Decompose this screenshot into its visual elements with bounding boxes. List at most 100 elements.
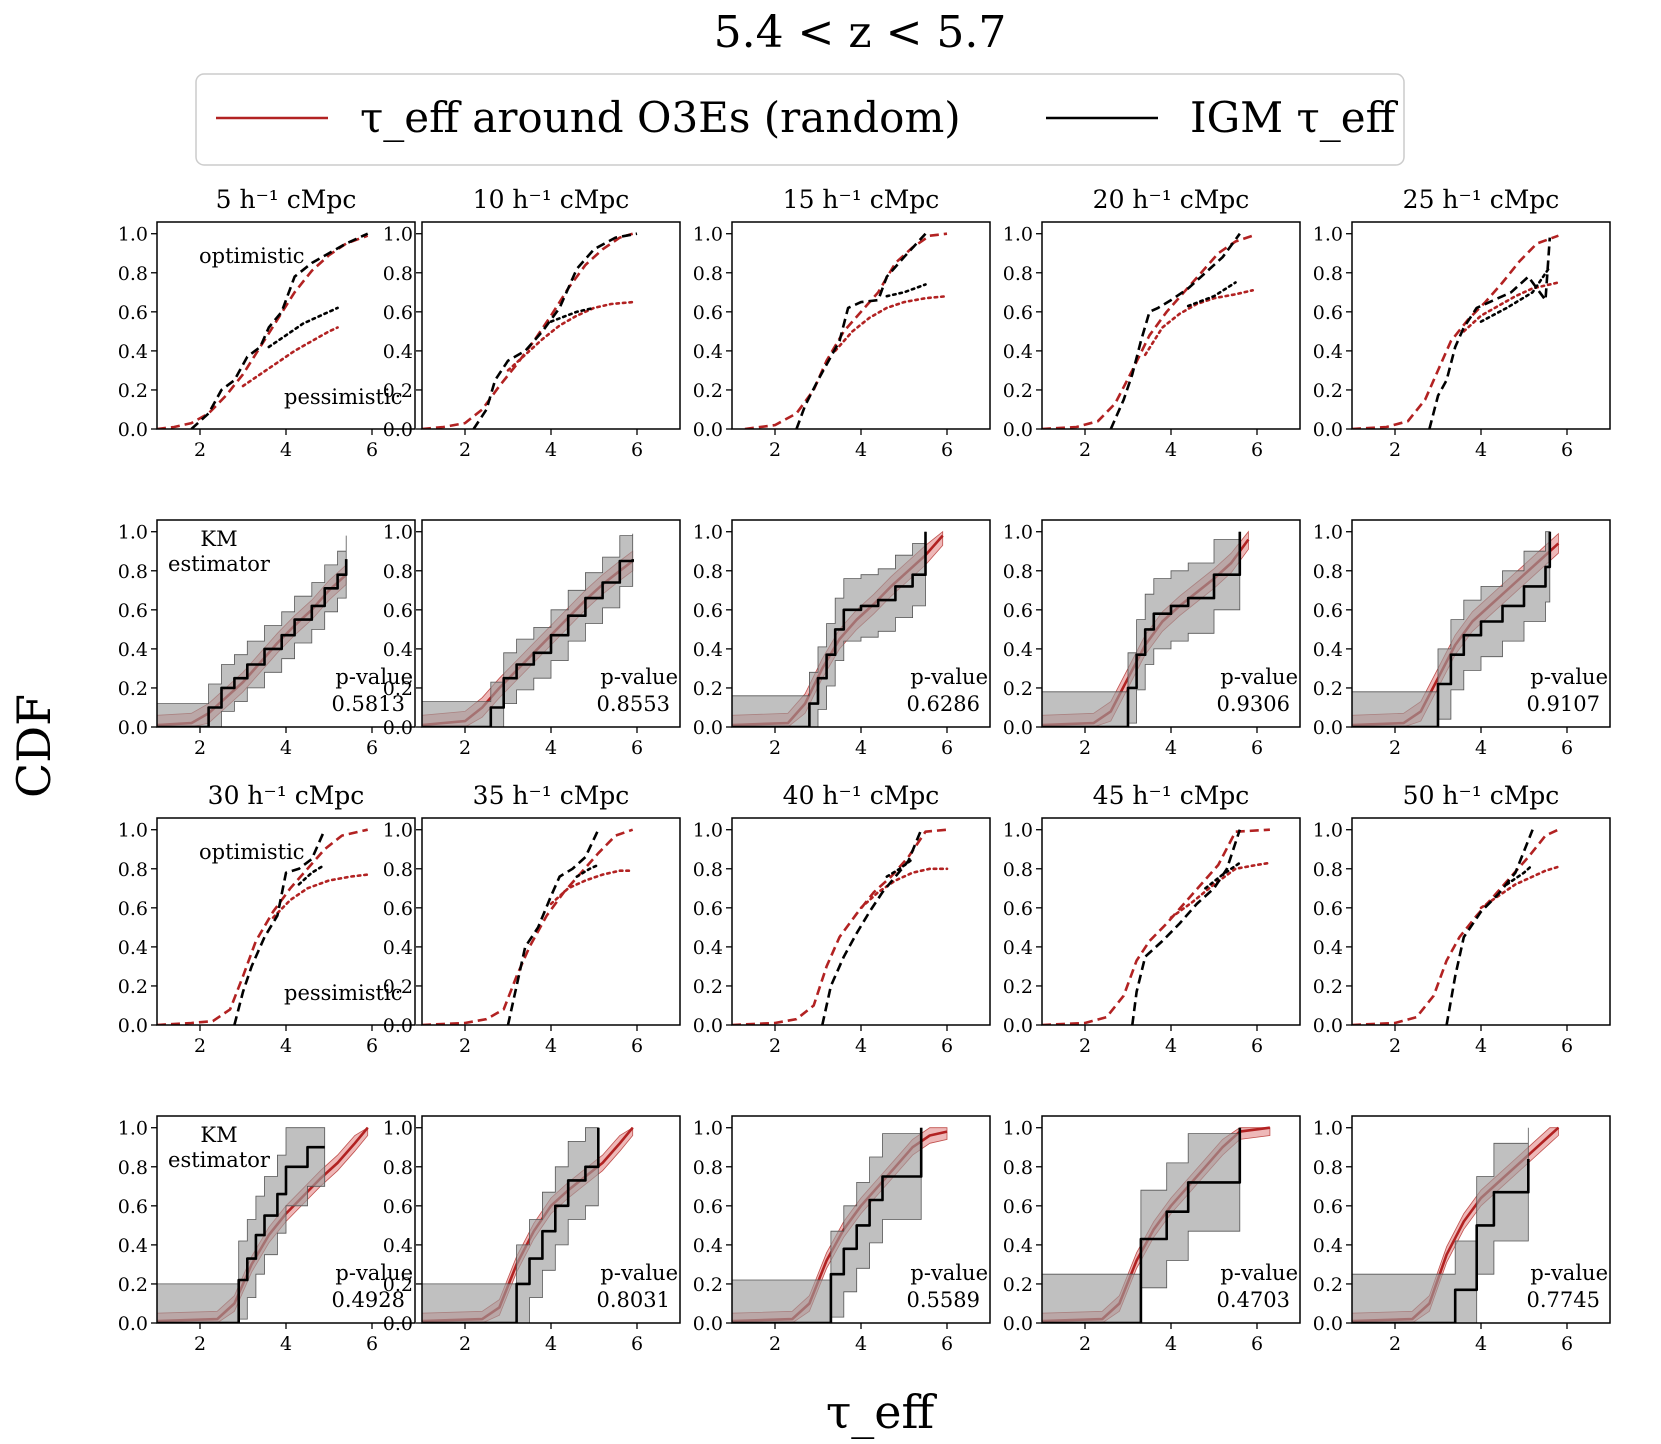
p-value: 0.8031 xyxy=(597,1288,670,1312)
panel-title: 30 h⁻¹ cMpc xyxy=(208,781,365,810)
y-tick-label: 1.0 xyxy=(118,522,148,544)
series-line xyxy=(1042,234,1254,429)
x-tick-label: 4 xyxy=(1165,1333,1177,1355)
p-value-label: p-value xyxy=(910,1261,988,1285)
panel-title: 50 h⁻¹ cMpc xyxy=(1403,781,1560,810)
y-tick-label: 0.2 xyxy=(118,1274,148,1296)
panel-title: 25 h⁻¹ cMpc xyxy=(1403,185,1560,214)
x-tick-label: 2 xyxy=(769,737,781,759)
y-tick-label: 1.0 xyxy=(693,1118,723,1140)
y-tick-label: 0.0 xyxy=(383,717,413,739)
x-tick-label: 2 xyxy=(1389,737,1401,759)
panel-frame xyxy=(1041,221,1301,430)
x-tick-label: 4 xyxy=(280,1035,292,1057)
y-tick-label: 0.4 xyxy=(383,1235,413,1257)
x-tick-label: 4 xyxy=(545,737,557,759)
plot-area xyxy=(1352,531,1560,727)
x-tick-label: 4 xyxy=(1165,1035,1177,1057)
y-tick-label: 0.8 xyxy=(1003,859,1033,881)
panel-14: 45 h⁻¹ cMpc 2 4 6 0.0 0.2 0.4 0.6 0.8 1.0 xyxy=(1003,781,1301,1057)
x-tick-label: 4 xyxy=(1475,1333,1487,1355)
y-tick-label: 0.8 xyxy=(118,263,148,285)
plot-area xyxy=(732,828,949,1025)
y-tick-label: 0.6 xyxy=(693,600,723,622)
x-tick-label: 4 xyxy=(855,1333,867,1355)
x-tick-label: 6 xyxy=(1561,439,1573,461)
series-line xyxy=(732,531,927,727)
series-line xyxy=(1445,829,1534,1025)
y-tick-label: 1.0 xyxy=(383,224,413,246)
y-tick-label: 0.8 xyxy=(1003,1157,1033,1179)
y-tick-label: 1.0 xyxy=(118,1118,148,1140)
panel-8: 2 4 6 0.0 0.2 0.4 0.6 0.8 1.0 p-value 0.6286 xyxy=(693,519,991,759)
p-value: 0.5589 xyxy=(907,1288,980,1312)
series-line xyxy=(1479,265,1552,323)
y-tick-label: 0.2 xyxy=(1313,678,1343,700)
plot-area xyxy=(1352,1126,1560,1323)
y-tick-label: 0.6 xyxy=(118,600,148,622)
y-tick-label: 0.8 xyxy=(118,1157,148,1179)
x-tick-label: 6 xyxy=(1251,439,1263,461)
x-tick-label: 2 xyxy=(1079,1333,1091,1355)
panel-frame xyxy=(731,221,991,430)
panel-title: 20 h⁻¹ cMpc xyxy=(1093,185,1250,214)
y-tick-label: 0.8 xyxy=(1313,561,1343,583)
y-tick-label: 1.0 xyxy=(1003,522,1033,544)
y-tick-label: 0.8 xyxy=(118,561,148,583)
x-tick-label: 2 xyxy=(194,737,206,759)
plot-area xyxy=(732,530,944,727)
p-value: 0.8553 xyxy=(597,692,670,716)
panel-19: 2 4 6 0.0 0.2 0.4 0.6 0.8 1.0 p-value 0.4703 xyxy=(1003,1115,1301,1355)
legend-label-o3e: τ_eff around O3Es (random) xyxy=(360,93,961,142)
series-line xyxy=(1204,861,1242,890)
y-axis-label: CDF xyxy=(7,694,61,798)
series-line xyxy=(1109,232,1241,429)
x-tick-label: 6 xyxy=(1251,737,1263,759)
x-tick-label: 4 xyxy=(545,439,557,461)
y-tick-label: 1.0 xyxy=(1313,1118,1343,1140)
series-line xyxy=(833,294,949,353)
y-tick-label: 0.4 xyxy=(693,341,723,363)
y-tick-label: 0.6 xyxy=(1313,898,1343,920)
series-line xyxy=(422,232,634,429)
y-tick-label: 0.2 xyxy=(118,976,148,998)
p-value: 0.5813 xyxy=(332,692,405,716)
p-value: 0.4703 xyxy=(1217,1288,1290,1312)
y-tick-label: 0.4 xyxy=(693,937,723,959)
p-value-label: p-value xyxy=(1220,665,1298,689)
y-tick-label: 0.6 xyxy=(1003,600,1033,622)
x-tick-label: 2 xyxy=(459,1333,471,1355)
series-line xyxy=(1143,289,1254,357)
y-tick-label: 0.6 xyxy=(118,302,148,324)
x-tick-label: 6 xyxy=(941,737,953,759)
y-tick-label: 0.6 xyxy=(118,898,148,920)
plot-area xyxy=(157,535,348,727)
y-tick-label: 0.2 xyxy=(383,678,413,700)
x-tick-label: 4 xyxy=(855,439,867,461)
y-tick-label: 0.8 xyxy=(693,1157,723,1179)
panel-10: 2 4 6 0.0 0.2 0.4 0.6 0.8 1.0 p-value 0.9107 xyxy=(1313,519,1611,759)
panel-13: 40 h⁻¹ cMpc 2 4 6 0.0 0.2 0.4 0.6 0.8 1.0 xyxy=(693,781,991,1057)
y-tick-label: 1.0 xyxy=(1003,1118,1033,1140)
y-tick-label: 0.0 xyxy=(383,1015,413,1037)
series-line xyxy=(506,829,600,1025)
series-line xyxy=(795,232,927,429)
panel-7: 2 4 6 0.0 0.2 0.4 0.6 0.8 1.0 p-value 0.8553 xyxy=(383,519,681,759)
y-tick-label: 0.6 xyxy=(1003,1196,1033,1218)
y-tick-label: 0.6 xyxy=(383,600,413,622)
y-tick-label: 0.4 xyxy=(1003,341,1033,363)
x-tick-label: 6 xyxy=(366,1035,378,1057)
x-tick-label: 2 xyxy=(1079,439,1091,461)
x-tick-label: 4 xyxy=(280,737,292,759)
x-tick-label: 4 xyxy=(855,1035,867,1057)
x-tick-label: 6 xyxy=(941,1333,953,1355)
y-tick-label: 0.6 xyxy=(383,302,413,324)
y-tick-label: 0.8 xyxy=(383,561,413,583)
y-tick-label: 0.4 xyxy=(693,639,723,661)
panel-20: 2 4 6 0.0 0.2 0.4 0.6 0.8 1.0 p-value 0.7745 xyxy=(1313,1115,1611,1355)
annotation-pessimistic: pessimistic xyxy=(284,981,402,1005)
y-tick-label: 0.0 xyxy=(693,419,723,441)
series-line xyxy=(549,869,634,906)
